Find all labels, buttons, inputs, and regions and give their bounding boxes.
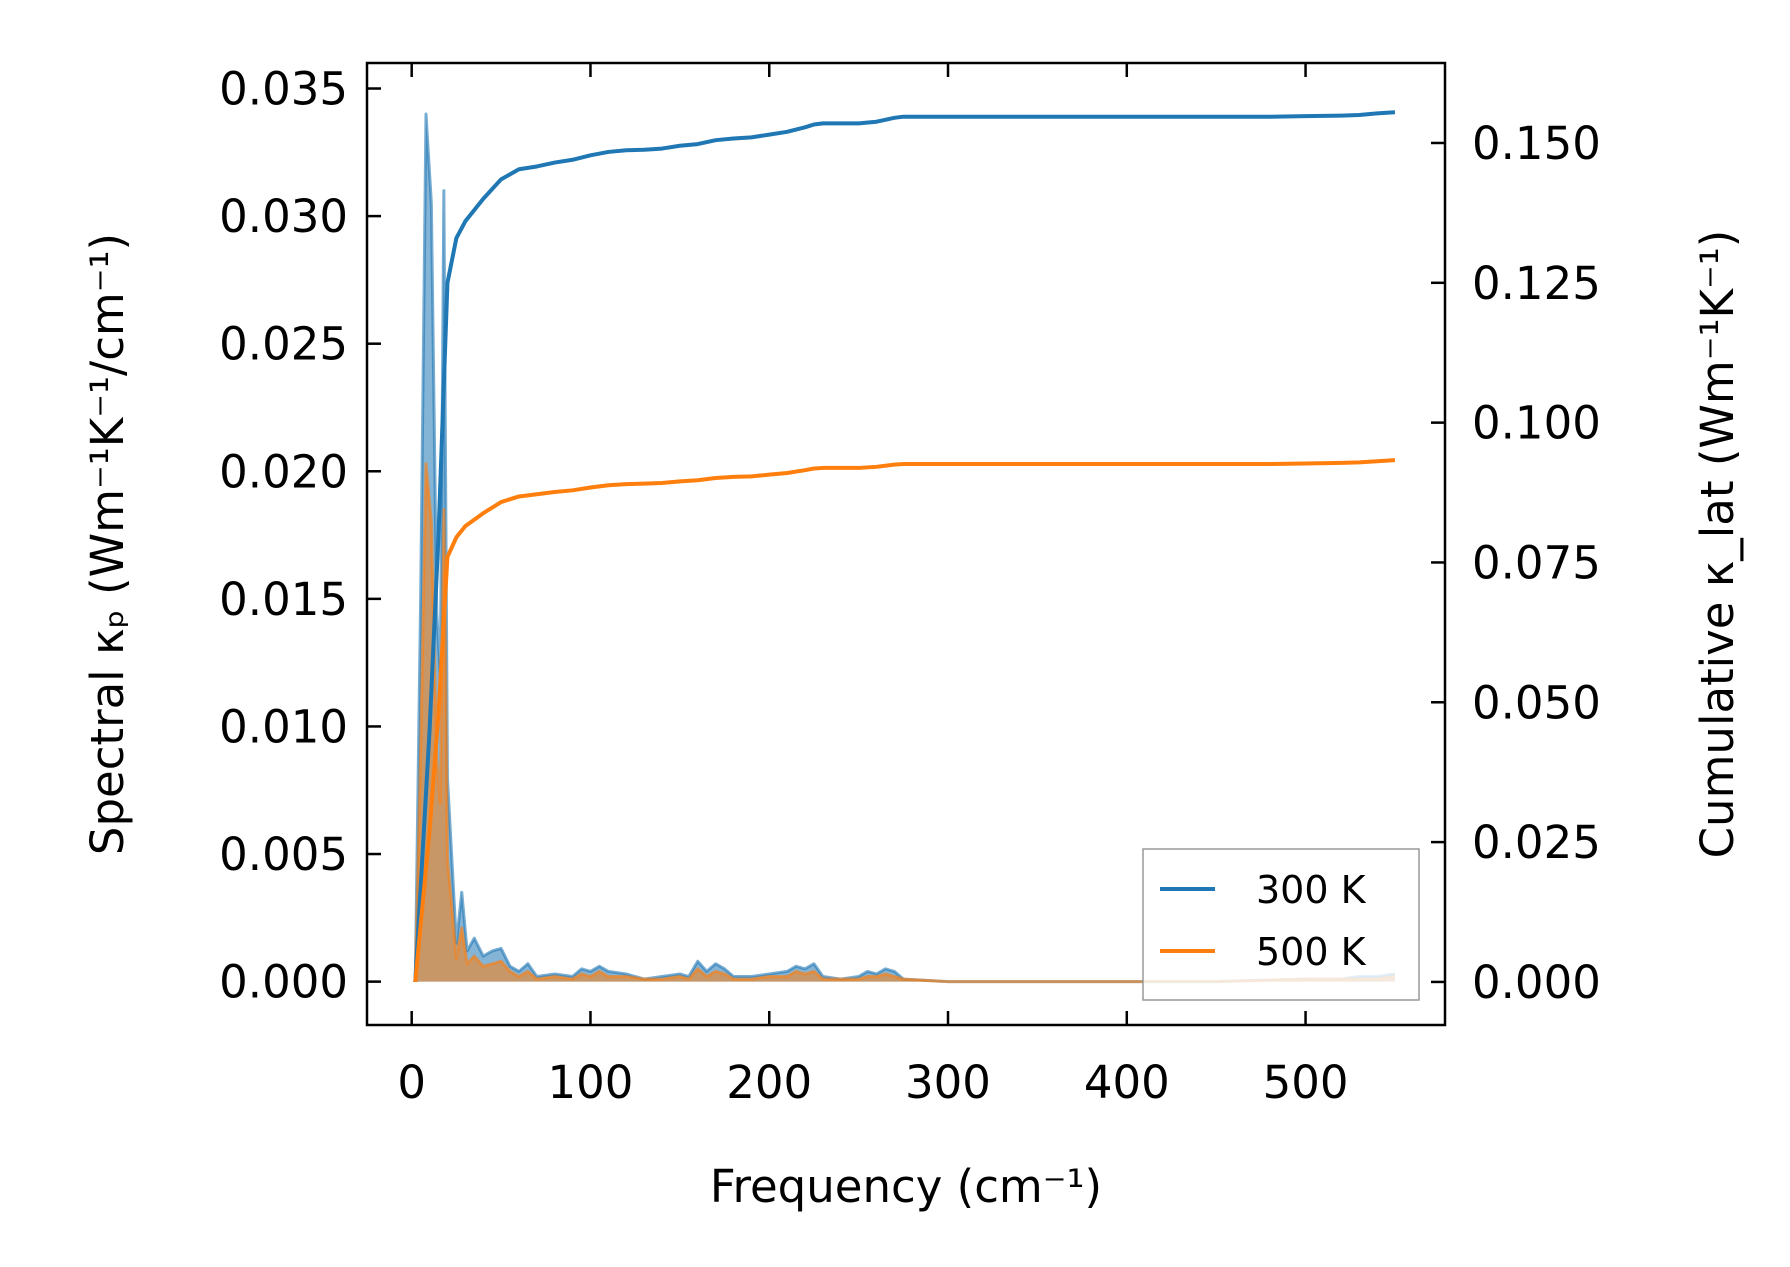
right-y-tick-label: 0.150	[1472, 117, 1601, 170]
left-y-tick-label: 0.035	[219, 63, 348, 116]
right-y-tick-label: 0.025	[1472, 816, 1601, 869]
x-tick-label: 300	[905, 1056, 991, 1109]
legend-label-300k: 300 K	[1256, 868, 1367, 912]
plot-area	[413, 110, 1396, 984]
right-y-axis: 0.000 0.025 0.050 0.075 0.100 0.125 0.150	[1431, 117, 1601, 1009]
left-y-tick-label: 0.015	[219, 573, 348, 626]
cumulative-line-300k	[413, 110, 1396, 983]
right-y-tick-label: 0.075	[1472, 536, 1601, 589]
x-tick-label: 100	[548, 1056, 634, 1109]
legend-label-500k: 500 K	[1256, 930, 1367, 974]
right-y-axis-title: Cumulative κ_lat (Wm⁻¹K⁻¹)	[1691, 230, 1744, 859]
cumulative-line-500k	[413, 458, 1396, 983]
legend: 300 K 500 K	[1142, 848, 1420, 1001]
left-y-tick-label: 0.020	[219, 445, 348, 498]
left-y-tick-label: 0.030	[219, 190, 348, 243]
left-y-axis-title: Spectral κₚ (Wm⁻¹K⁻¹/cm⁻¹)	[81, 233, 134, 855]
left-y-tick-label: 0.000	[219, 956, 348, 1009]
left-y-tick-label: 0.010	[219, 700, 348, 753]
left-y-axis: 0.000 0.005 0.010 0.015 0.020 0.025 0.030 0.035	[219, 63, 381, 1009]
right-y-tick-label: 0.100	[1472, 397, 1601, 450]
x-axis-title: Frequency (cm⁻¹)	[710, 1160, 1102, 1213]
left-y-tick-label: 0.025	[219, 318, 348, 371]
x-tick-label: 500	[1263, 1056, 1349, 1109]
x-tick-label: 200	[726, 1056, 812, 1109]
x-tick-label: 0	[397, 1056, 426, 1109]
plot-frame	[365, 61, 1447, 1027]
spectral-line-500k	[413, 462, 1396, 984]
x-axis: 0 100 200 300 400 500	[397, 63, 1349, 1109]
x-tick-label: 400	[1084, 1056, 1170, 1109]
left-y-tick-label: 0.005	[219, 828, 348, 881]
right-y-tick-label: 0.125	[1472, 257, 1601, 310]
right-y-tick-label: 0.000	[1472, 956, 1601, 1009]
legend-box	[1142, 848, 1420, 1001]
right-y-tick-label: 0.050	[1472, 676, 1601, 729]
